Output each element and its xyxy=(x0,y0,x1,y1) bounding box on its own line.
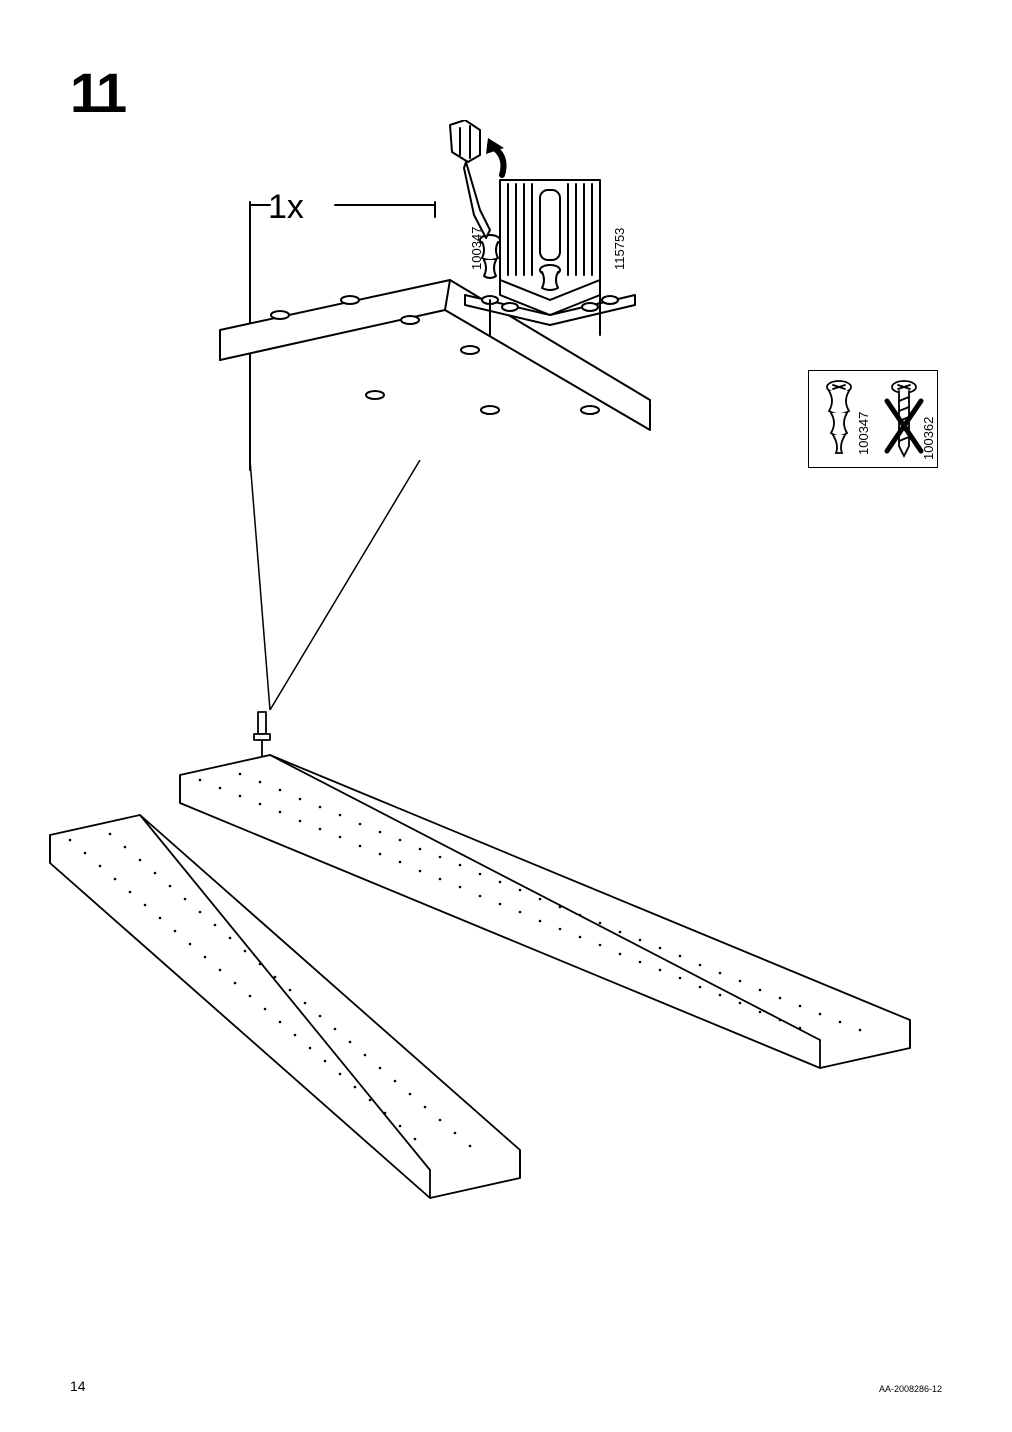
screw-part-label: 100347 xyxy=(469,227,484,270)
screw-comparison-box xyxy=(808,370,938,468)
page-container: 11 1x xyxy=(0,0,1012,1432)
detail-diagram xyxy=(190,120,690,500)
bracket-part-label: 115753 xyxy=(612,228,627,270)
step-number: 11 xyxy=(70,60,125,125)
overview-diagram xyxy=(30,680,930,1200)
correct-screw-label: 100347 xyxy=(856,412,871,455)
document-id: AA-2008286-12 xyxy=(879,1384,942,1394)
wrong-screw-label: 100362 xyxy=(921,417,936,460)
page-number: 14 xyxy=(70,1378,86,1394)
screw-compare-svg xyxy=(809,371,939,469)
